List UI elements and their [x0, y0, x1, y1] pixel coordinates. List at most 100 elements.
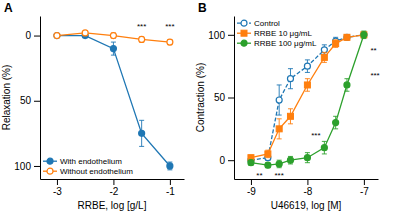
error-bar: [344, 35, 349, 40]
error-bar: [277, 85, 282, 115]
tick-label: -8: [303, 186, 312, 197]
data-point: [333, 120, 339, 126]
error-bar: [361, 31, 366, 39]
tick-label: -7: [360, 186, 369, 197]
data-point: [248, 160, 254, 166]
error-bar: [139, 120, 144, 146]
tick: -9: [247, 179, 256, 197]
data-point: [110, 46, 116, 52]
series: [54, 33, 173, 170]
error-bar: [265, 163, 270, 168]
tick: 50: [214, 92, 234, 103]
annotations: ******: [137, 22, 175, 31]
legend-marker: [241, 20, 247, 26]
panel: -3-2-1050100******RRBE, log [g/L]Relaxat…: [1, 1, 185, 211]
annotation: **: [370, 46, 376, 55]
legend-item: Without endothelium: [43, 167, 133, 176]
error-bar: [111, 33, 116, 38]
annotation: **: [256, 171, 262, 180]
legend-label: Without endothelium: [60, 167, 133, 176]
data-point: [321, 54, 327, 60]
y-axis-title: Contraction (%): [195, 63, 206, 132]
tick-mark: [228, 35, 234, 36]
x-axis-title: U46619, log [M]: [271, 200, 342, 211]
error-bar: [344, 35, 349, 40]
error-bar: [139, 37, 144, 42]
data-point: [344, 34, 350, 40]
series: [54, 30, 173, 45]
axis-line: [41, 179, 185, 180]
data-point: [304, 63, 310, 69]
legend-item: With endothelium: [43, 157, 122, 166]
tick-label: -1: [166, 186, 175, 197]
legend-label: Control: [254, 19, 280, 28]
error-bar: [288, 69, 293, 89]
series: [248, 32, 367, 161]
x-axis-title: RRBE, log [g/L]: [78, 200, 147, 211]
data-point: [167, 39, 173, 45]
legend-marker: [47, 158, 53, 164]
y-axis: 050100: [14, 17, 40, 180]
tick: -3: [53, 179, 62, 197]
data-point: [54, 33, 60, 39]
error-bar: [248, 160, 253, 165]
series-line: [251, 35, 364, 165]
tick-label: 100: [208, 30, 225, 41]
data-point: [276, 126, 282, 132]
legend-item: Control: [237, 19, 280, 28]
data-point: [344, 34, 350, 40]
error-bar: [333, 116, 338, 129]
legend-marker: [241, 40, 247, 46]
tick: 50: [20, 95, 40, 106]
tick: -1: [166, 179, 175, 197]
tick-label: -3: [53, 186, 62, 197]
error-bar: [361, 32, 366, 37]
error-bar: [305, 153, 310, 163]
plot-area: [54, 30, 173, 170]
error-bar: [111, 42, 116, 55]
data-point: [265, 151, 271, 157]
axis-line: [40, 17, 41, 180]
axis-line: [234, 17, 235, 180]
panel: -9-8-7050100*************U46619, log [M]…: [195, 1, 380, 211]
error-bar: [167, 162, 172, 170]
y-axis-title: Relaxation (%): [1, 65, 12, 131]
annotation: ***: [370, 71, 379, 80]
error-bar: [288, 156, 293, 164]
data-point: [276, 161, 282, 167]
tick: 100: [14, 161, 40, 172]
series: [248, 32, 367, 163]
legend-label: RRBE 10 μg/mL: [254, 29, 313, 38]
error-bar: [277, 160, 282, 168]
y-axis: 0 50 100: [208, 17, 234, 180]
series: [248, 31, 367, 168]
data-point: [333, 41, 339, 47]
tick: -8: [303, 179, 312, 197]
series-line: [251, 35, 364, 160]
data-point: [361, 32, 367, 38]
tick-label: 50: [20, 95, 32, 106]
x-axis: -9 -8 -7: [235, 179, 379, 197]
data-point: [54, 33, 60, 39]
annotation: ***: [311, 131, 320, 140]
legend: With endotheliumWithout endothelium: [43, 157, 133, 176]
annotation: ***: [137, 22, 146, 31]
data-point: [361, 32, 367, 38]
error-bar: [167, 39, 172, 44]
annotations: *************: [256, 46, 379, 180]
error-bar: [305, 60, 310, 73]
legend-marker: [241, 30, 247, 36]
legend-label: With endothelium: [60, 157, 122, 166]
tick-mark: [170, 179, 171, 185]
tick: 100: [208, 30, 234, 41]
error-bar: [333, 40, 338, 48]
series-line: [251, 35, 364, 158]
tick-label: 100: [14, 161, 31, 172]
error-bar: [305, 79, 310, 92]
legend-item: RRBE 100 μg/mL: [237, 39, 317, 48]
tick-mark: [251, 179, 252, 185]
annotation: ***: [275, 171, 284, 180]
tick-mark: [34, 36, 40, 37]
series-line: [57, 33, 170, 42]
tick-label: 0: [219, 155, 225, 166]
